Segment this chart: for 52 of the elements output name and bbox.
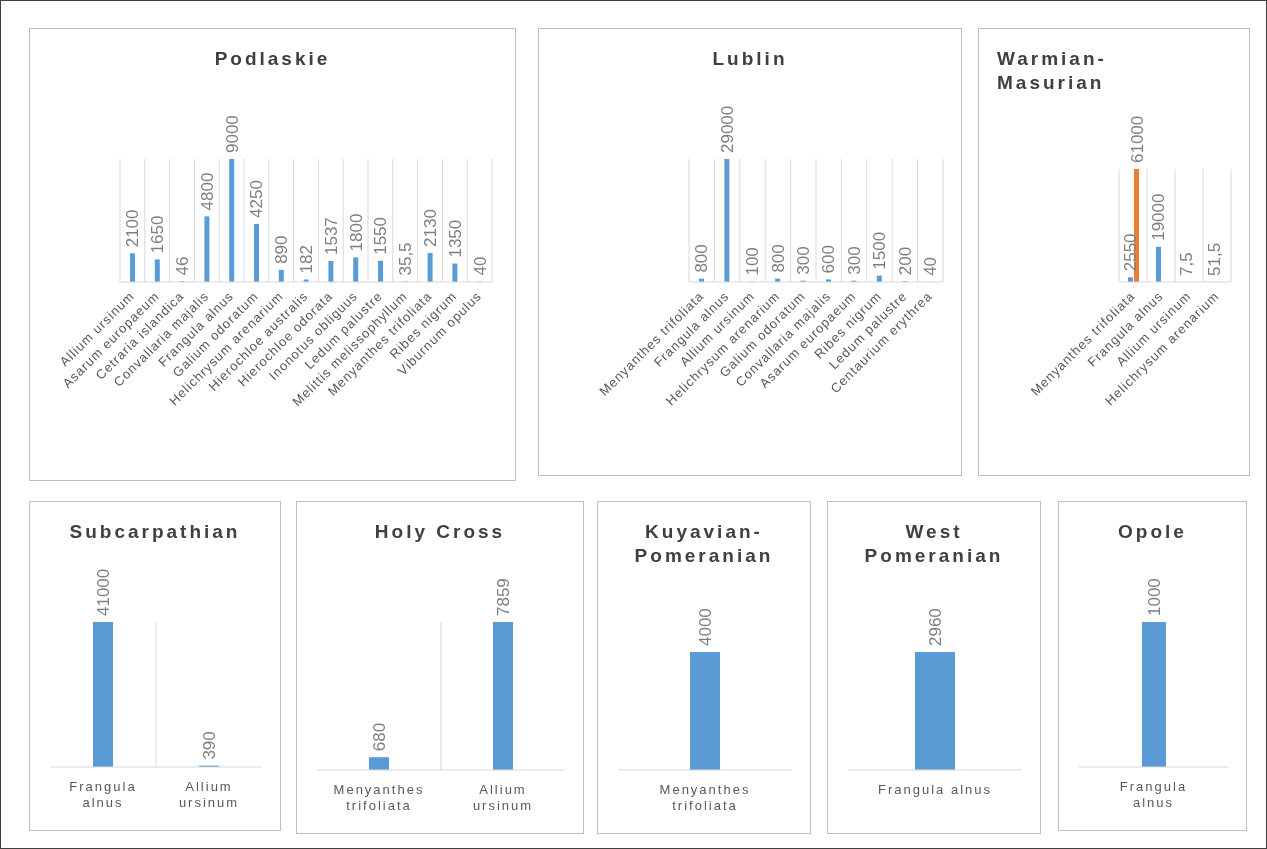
chart-title: West Pomeranian (863, 520, 1005, 568)
data-label: 1537 (321, 217, 341, 255)
data-label: 200 (895, 246, 915, 276)
x-tick-label: Allium ursinum (178, 779, 240, 810)
data-label: 4000 (696, 608, 715, 646)
x-tick-label: Menyanthes trifoliata (659, 782, 751, 813)
data-label: 890 (272, 235, 292, 264)
data-label: 19000 (1149, 193, 1169, 241)
x-tick-label: Frangula alnus (69, 779, 137, 810)
data-label: 1350 (445, 219, 465, 258)
data-label: 182 (297, 245, 317, 274)
data-label: 40 (921, 256, 941, 276)
data-label: 390 (200, 731, 219, 760)
data-label: 2100 (123, 209, 143, 248)
data-label: 29000 (717, 105, 737, 153)
data-label: 300 (794, 246, 814, 275)
x-tick-label: Frangula alnus (1119, 779, 1188, 810)
data-label: 800 (692, 244, 712, 273)
data-label: 2550 (1121, 233, 1141, 272)
data-label: 51,5 (1205, 242, 1225, 276)
data-label: 35,5 (396, 242, 416, 276)
chart-title: Holy Cross (373, 520, 507, 544)
data-label: 2960 (926, 608, 945, 646)
data-label: 41000 (94, 568, 113, 616)
data-label: 600 (819, 245, 839, 274)
data-label: 4800 (197, 172, 217, 211)
data-label: 300 (844, 246, 864, 275)
data-label: 9000 (222, 115, 242, 153)
data-label: 2130 (421, 209, 441, 247)
x-tick-label: Frangula alnus (878, 782, 992, 797)
chart-title: Lublin (711, 47, 789, 71)
chart-title: Opole (1117, 520, 1188, 544)
data-label: 61000 (1127, 115, 1147, 163)
chart-title: Warmian-Masurian (997, 47, 1108, 95)
chart-title: Subcarpathian (68, 520, 242, 544)
data-label: 7,5 (1177, 252, 1197, 276)
chart-title: Kuyavian-Pomeranian (633, 520, 775, 568)
data-label: 4250 (247, 180, 267, 218)
x-tick-label: Menyanthes trifoliata (333, 782, 425, 813)
data-label: 680 (370, 722, 389, 752)
data-label: 40 (470, 256, 490, 276)
data-label: 800 (768, 244, 788, 273)
data-label: 100 (743, 247, 763, 276)
data-label: 46 (173, 256, 193, 276)
data-label: 1650 (148, 215, 168, 254)
data-label: 1500 (870, 231, 890, 270)
data-label: 1800 (346, 213, 366, 252)
data-label: 1550 (371, 216, 391, 255)
x-tick-label: Allium ursinum (472, 782, 534, 813)
data-label: 7859 (494, 578, 513, 616)
data-label: 1000 (1145, 578, 1164, 616)
chart-title: Podlaskie (213, 47, 332, 71)
